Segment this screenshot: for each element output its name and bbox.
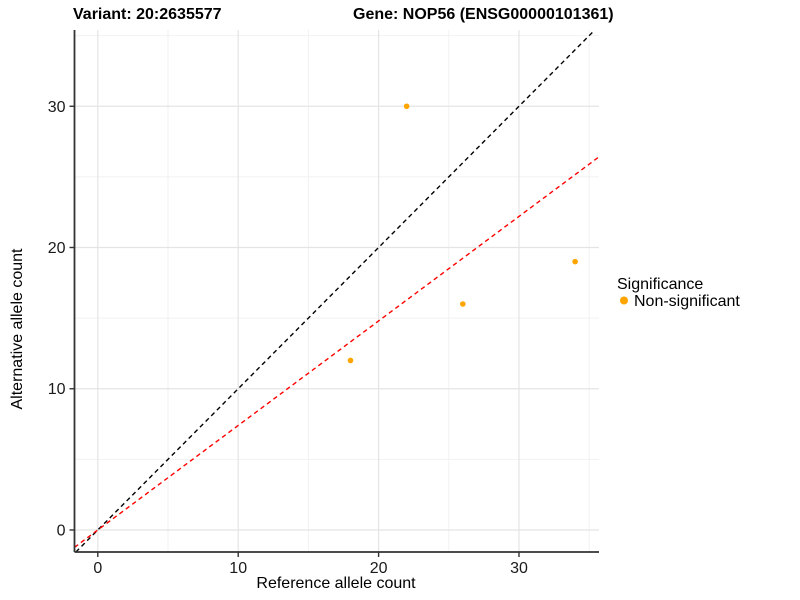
reference-lines: [74, 29, 600, 553]
x-tick-label: 0: [93, 560, 102, 577]
x-tick-label: 30: [510, 560, 528, 577]
legend-title: Significance: [617, 276, 703, 293]
y-tick-label: 30: [48, 99, 66, 116]
x-axis-title: Reference allele count: [256, 575, 416, 592]
data-points: [347, 103, 578, 364]
data-point: [403, 103, 410, 110]
major-gridlines: [74, 30, 599, 552]
legend-key-dot-icon: [620, 296, 628, 305]
plot-title-variant: Variant: 20:2635577: [73, 6, 222, 23]
data-point: [572, 258, 578, 265]
identity-line: [75, 29, 596, 553]
y-tick-label: 0: [57, 522, 66, 539]
y-tick-label: 20: [48, 240, 66, 257]
plot-title-gene: Gene: NOP56 (ENSG00000101361): [353, 6, 614, 23]
data-point: [460, 301, 466, 307]
y-tick-label: 10: [48, 381, 66, 398]
x-tick-label: 10: [229, 560, 247, 577]
axes: [69, 30, 599, 557]
fitted-ratio-line: [74, 156, 600, 548]
legend: Significance Non-significant: [617, 276, 740, 310]
tick-labels: 0 10 20 30 0 10 20 30: [48, 99, 528, 577]
minor-gridlines: [74, 30, 599, 552]
legend-item-label: Non-significant: [634, 293, 740, 310]
x-tick-label: 20: [370, 560, 388, 577]
y-axis-title: Alternative allele count: [9, 248, 26, 410]
data-point: [347, 357, 354, 364]
